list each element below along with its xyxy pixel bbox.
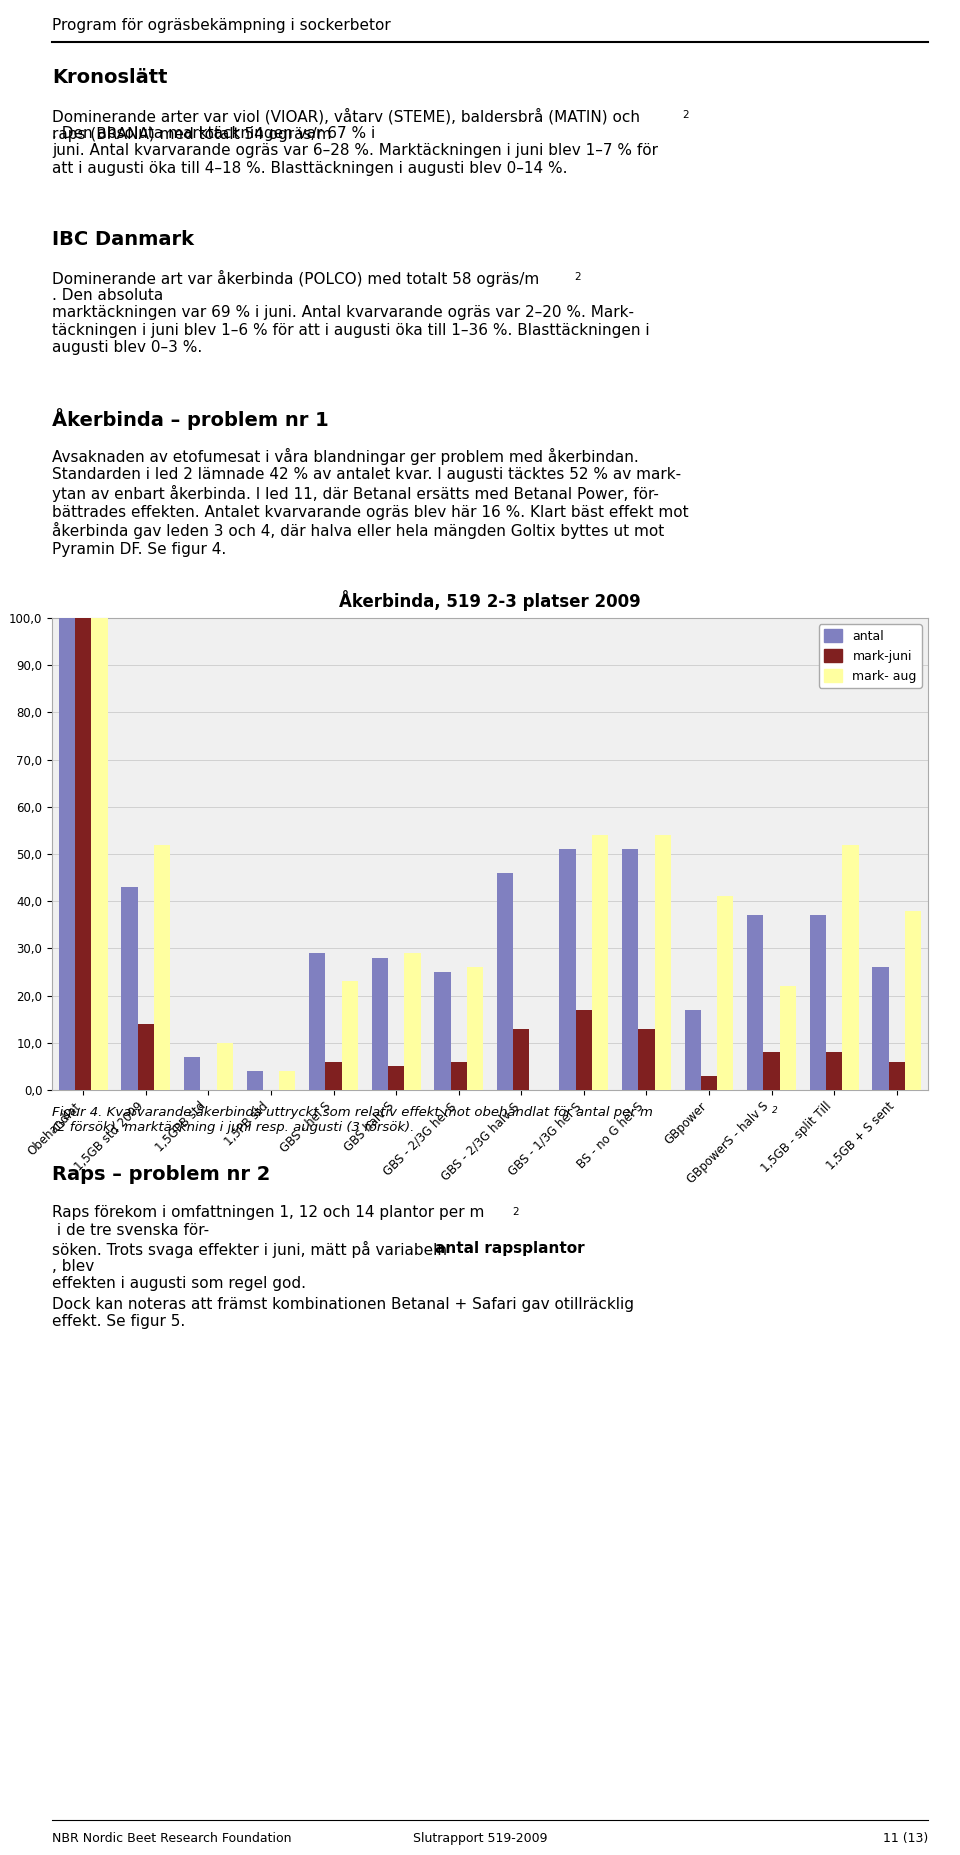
Bar	[842, 844, 858, 1091]
Bar	[747, 915, 763, 1091]
Text: Dock kan noteras att främst kombinationen Betanal + Safari gav otillräcklig
effe: Dock kan noteras att främst kombinatione…	[52, 1297, 634, 1330]
Text: (2 försök), marktäckning i juni resp. augusti (3 försök).: (2 försök), marktäckning i juni resp. au…	[52, 1120, 415, 1133]
Bar	[622, 850, 638, 1091]
Title: Åkerbinda, 519 2-3 platser 2009: Åkerbinda, 519 2-3 platser 2009	[339, 590, 641, 610]
Bar	[514, 1030, 529, 1091]
Bar	[560, 850, 576, 1091]
Text: 11 (13): 11 (13)	[883, 1833, 928, 1846]
Text: Avsaknaden av etofumesat i våra blandningar ger problem med åkerbindan.
Standard: Avsaknaden av etofumesat i våra blandnin…	[52, 449, 688, 556]
Bar	[576, 1009, 592, 1091]
Legend: antal, mark-juni, mark- aug: antal, mark-juni, mark- aug	[819, 625, 922, 688]
Text: NBR Nordic Beet Research Foundation: NBR Nordic Beet Research Foundation	[52, 1833, 292, 1846]
Bar	[905, 911, 921, 1091]
Text: Slutrapport 519-2009: Slutrapport 519-2009	[413, 1833, 547, 1846]
Bar	[780, 987, 796, 1091]
Bar	[91, 618, 108, 1091]
Bar	[342, 981, 358, 1091]
Bar	[889, 1061, 905, 1091]
Text: . Den absoluta marktäckningen var 67 % i
juni. Antal kvarvarande ogräs var 6–28 : . Den absoluta marktäckningen var 67 % i…	[52, 126, 658, 176]
Bar	[325, 1061, 342, 1091]
Bar	[309, 953, 325, 1091]
Bar	[75, 618, 91, 1091]
Text: , blev
effekten i augusti som regel god.: , blev effekten i augusti som regel god.	[52, 1260, 306, 1291]
Text: 2: 2	[772, 1106, 778, 1115]
Text: Figur 4. Kvarvarande åkerbinda uttryckt som relativ effekt mot obehandlat för an: Figur 4. Kvarvarande åkerbinda uttryckt …	[52, 1106, 653, 1119]
Bar	[592, 835, 609, 1091]
Bar	[701, 1076, 717, 1091]
Bar	[809, 915, 826, 1091]
Bar	[763, 1052, 780, 1091]
Bar	[467, 966, 483, 1091]
Text: IBC Danmark: IBC Danmark	[52, 230, 194, 249]
Bar	[279, 1070, 296, 1091]
Bar	[497, 874, 514, 1091]
Text: Kronoslätt: Kronoslätt	[52, 69, 167, 87]
Text: antal rapsplantor: antal rapsplantor	[435, 1241, 585, 1256]
Bar	[717, 896, 733, 1091]
Text: i de tre svenska för-
söken. Trots svaga effekter i juni, mätt på variabeln: i de tre svenska för- söken. Trots svaga…	[52, 1222, 452, 1258]
Text: Dominerande art var åkerbinda (POLCO) med totalt 58 ogräs/m: Dominerande art var åkerbinda (POLCO) me…	[52, 271, 540, 288]
Text: . Den absoluta
marktäckningen var 69 % i juni. Antal kvarvarande ogräs var 2–20 : . Den absoluta marktäckningen var 69 % i…	[52, 288, 650, 354]
Bar	[137, 1024, 154, 1091]
Bar	[638, 1030, 655, 1091]
Bar	[59, 618, 75, 1091]
Text: Raps – problem nr 2: Raps – problem nr 2	[52, 1165, 271, 1183]
Text: Åkerbinda – problem nr 1: Åkerbinda – problem nr 1	[52, 408, 328, 430]
Bar	[450, 1061, 467, 1091]
Bar	[247, 1070, 263, 1091]
Text: Dominerande arter var viol (VIOAR), våtarv (STEME), baldersbrå (MATIN) och
raps : Dominerande arter var viol (VIOAR), våta…	[52, 108, 640, 143]
Bar	[434, 972, 450, 1091]
Text: Raps förekom i omfattningen 1, 12 och 14 plantor per m: Raps förekom i omfattningen 1, 12 och 14…	[52, 1206, 485, 1221]
Bar	[873, 966, 889, 1091]
Bar	[154, 844, 170, 1091]
Bar	[826, 1052, 842, 1091]
Bar	[184, 1057, 201, 1091]
Bar	[404, 953, 420, 1091]
Bar	[684, 1009, 701, 1091]
Y-axis label: Kvarvarande åkerbinda, %: Kvarvarande åkerbinda, %	[0, 766, 3, 942]
Text: 2: 2	[682, 109, 688, 121]
Bar	[372, 957, 388, 1091]
Text: 2: 2	[512, 1208, 518, 1217]
Text: 2: 2	[574, 273, 581, 282]
Bar	[122, 887, 137, 1091]
Bar	[217, 1043, 233, 1091]
Bar	[388, 1067, 404, 1091]
Text: Program för ogräsbekämpning i sockerbetor: Program för ogräsbekämpning i sockerbeto…	[52, 19, 391, 33]
Bar	[655, 835, 671, 1091]
